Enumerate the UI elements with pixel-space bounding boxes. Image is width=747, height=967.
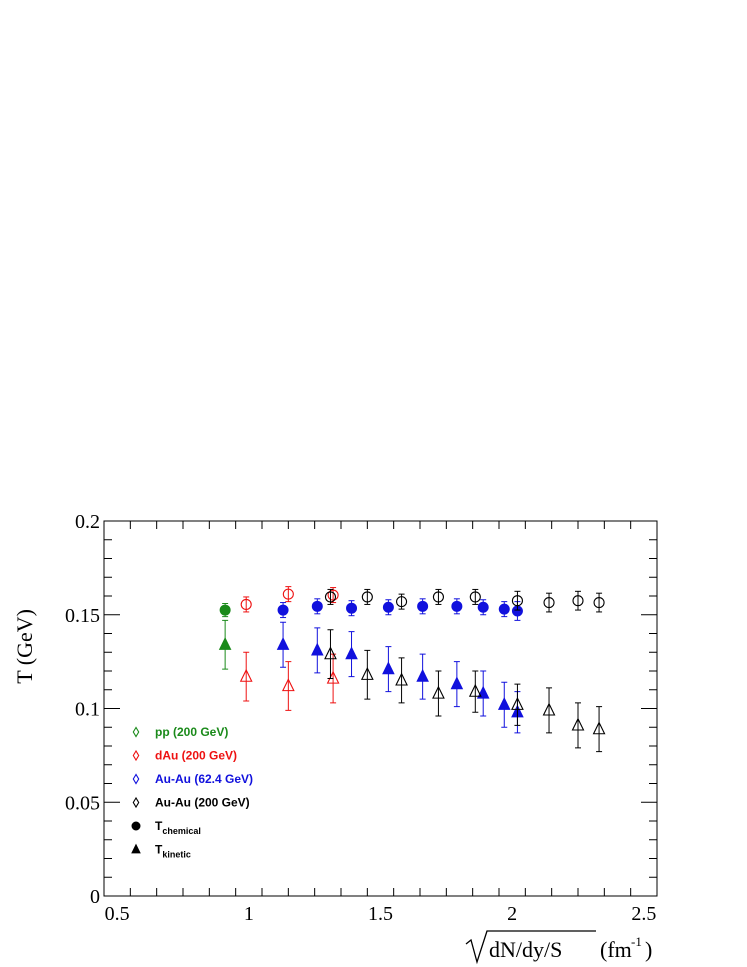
data-point xyxy=(219,604,231,616)
y-tick-label: 0 xyxy=(90,886,100,908)
legend-entry: Au-Au (200 GeV) xyxy=(132,796,250,810)
series-pp-200-gev--kinetic xyxy=(218,619,232,670)
axis-ticks xyxy=(103,520,658,897)
legend-label: Tkinetic xyxy=(155,843,191,860)
x-axis-title-root: dN/dy/S xyxy=(489,937,562,962)
series-au-au-62-4-gev--chemical xyxy=(277,598,523,621)
data-point xyxy=(346,602,358,614)
data-point xyxy=(240,598,252,610)
legend-label-subscript: kinetic xyxy=(162,850,191,860)
y-tick-label: 0.1 xyxy=(75,699,100,721)
plot-frame xyxy=(103,520,658,897)
data-point xyxy=(511,595,523,607)
data-point xyxy=(311,600,323,612)
axis-tick-labels: 0.5 1 1.5 2 2.5 0 0.05 0.1 0.15 0.2 xyxy=(65,511,656,925)
legend-entry: Au-Au (62.4 GeV) xyxy=(132,772,253,786)
data-point xyxy=(416,668,429,682)
data-point xyxy=(450,676,464,690)
data-point xyxy=(277,604,289,616)
x-tick-label: 1.5 xyxy=(368,903,393,925)
x-axis-title-unit-exp: -1 xyxy=(631,934,642,949)
data-point xyxy=(360,666,374,680)
legend-label: dAu (200 GeV) xyxy=(155,749,237,763)
data-point xyxy=(542,702,556,716)
legend-marker xyxy=(131,821,141,831)
series-au-au-200-gev--kinetic xyxy=(324,629,606,753)
data-point xyxy=(511,696,524,710)
data-point xyxy=(276,637,290,650)
data-point xyxy=(572,595,584,607)
x-tick-label: 0.5 xyxy=(105,903,130,925)
data-point xyxy=(282,588,294,600)
data-point xyxy=(324,591,337,603)
data-point xyxy=(432,591,444,603)
series-au-au-200-gev--chemical xyxy=(324,588,605,613)
data-point xyxy=(361,591,373,603)
data-point xyxy=(543,597,555,609)
data-point xyxy=(417,600,429,612)
data-point xyxy=(310,642,324,656)
data-point xyxy=(451,600,463,612)
data-point xyxy=(497,697,511,710)
legend-marker xyxy=(132,796,140,809)
y-tick-label: 0.05 xyxy=(65,792,100,814)
data-point xyxy=(592,721,606,735)
legend-entry: pp (200 GeV) xyxy=(132,725,228,739)
data-point xyxy=(477,601,489,613)
legend-label: Tchemical xyxy=(155,819,201,836)
data-point xyxy=(324,646,337,660)
data-point xyxy=(281,678,295,692)
series-dau-200-gev--chemical xyxy=(240,586,339,613)
data-point xyxy=(395,672,408,686)
x-tick-label: 1 xyxy=(244,903,254,925)
data-point xyxy=(469,591,481,603)
x-axis-title-unit: (fm xyxy=(600,937,632,962)
x-tick-label: 2 xyxy=(507,903,517,925)
data-point xyxy=(498,603,510,615)
legend-label: pp (200 GeV) xyxy=(155,725,228,739)
legend-marker xyxy=(132,749,140,762)
data-point xyxy=(345,646,358,660)
data-points xyxy=(218,586,606,753)
legend-marker xyxy=(131,843,141,854)
legend-entry: dAu (200 GeV) xyxy=(132,749,237,763)
legend-marker xyxy=(132,726,140,738)
legend-label: Au-Au (62.4 GeV) xyxy=(155,772,253,786)
data-point xyxy=(218,637,232,650)
data-point xyxy=(327,589,339,601)
legend-entry: Tkinetic xyxy=(131,843,191,860)
series-dau-200-gev--kinetic xyxy=(239,651,340,711)
legend-label-subscript: chemical xyxy=(162,826,201,836)
y-tick-label: 0.2 xyxy=(75,511,100,533)
legend-marker xyxy=(132,773,140,785)
y-tick-label: 0.15 xyxy=(65,605,100,627)
data-point xyxy=(382,661,395,675)
series-au-au-62-4-gev--kinetic xyxy=(276,621,524,734)
data-point xyxy=(571,717,585,731)
legend: pp (200 GeV) dAu (200 GeV) Au-Au (62.4 GeV… xyxy=(131,725,253,860)
data-point xyxy=(468,683,482,697)
y-axis-title: T (GeV) xyxy=(12,609,37,684)
data-point xyxy=(593,597,605,609)
data-point xyxy=(239,668,253,682)
x-tick-label: 2.5 xyxy=(631,903,656,925)
data-point xyxy=(396,596,408,608)
x-axis-title: dN/dy/S (fm -1 ) xyxy=(465,930,652,965)
data-point xyxy=(382,601,394,613)
legend-label: Au-Au (200 GeV) xyxy=(155,796,250,810)
x-axis-title-unit-close: ) xyxy=(645,937,652,962)
data-point xyxy=(432,685,445,699)
legend-entry: Tchemical xyxy=(131,819,201,836)
series-pp-200-gev--chemical xyxy=(219,603,231,618)
sqrt-radical-icon xyxy=(465,930,596,965)
